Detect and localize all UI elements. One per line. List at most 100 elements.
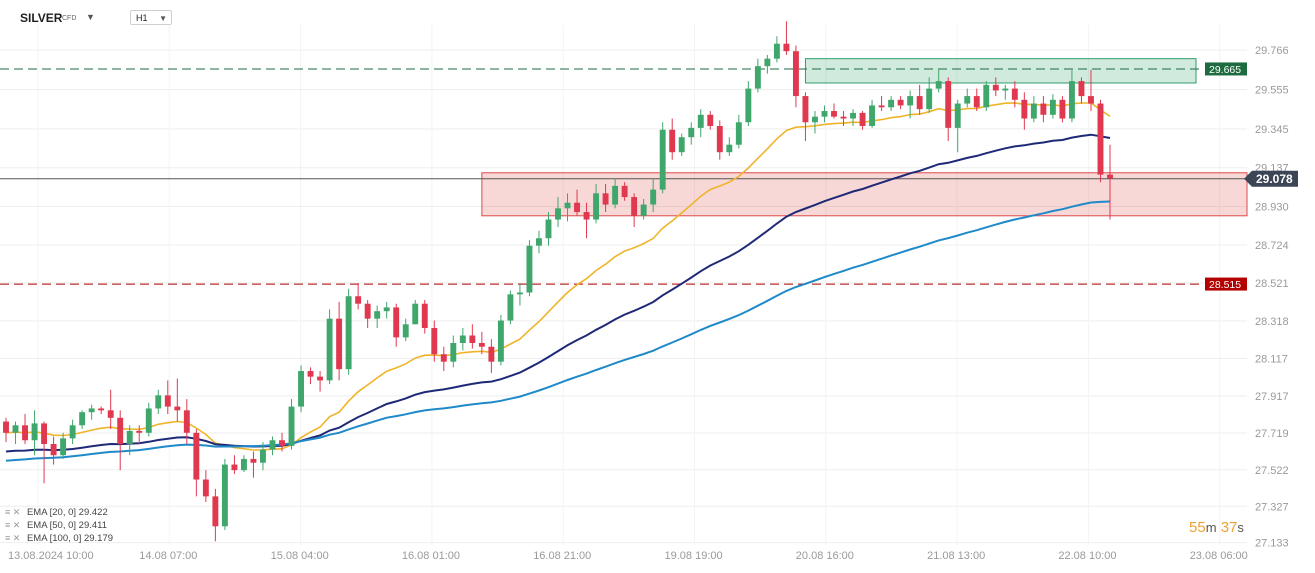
symbol-name[interactable]: SILVER <box>20 11 63 25</box>
candle-body[interactable] <box>383 307 390 312</box>
candle-body[interactable] <box>374 311 381 319</box>
candle-body[interactable] <box>964 96 971 104</box>
candle-body[interactable] <box>1068 81 1075 119</box>
candle-body[interactable] <box>41 423 48 444</box>
timeframe-select[interactable]: H1 ▼ <box>130 10 172 25</box>
candle-body[interactable] <box>1107 174 1113 179</box>
candle-body[interactable] <box>821 111 828 117</box>
candle-body[interactable] <box>269 440 276 450</box>
candle-body[interactable] <box>440 354 447 362</box>
candle-body[interactable] <box>1078 81 1085 97</box>
candle-body[interactable] <box>164 395 171 407</box>
candle-body[interactable] <box>716 126 723 153</box>
candle-body[interactable] <box>202 479 209 497</box>
candle-body[interactable] <box>469 335 476 343</box>
candle-body[interactable] <box>593 193 600 220</box>
candle-body[interactable] <box>279 440 285 446</box>
candle-body[interactable] <box>317 376 324 381</box>
candle-body[interactable] <box>754 66 761 89</box>
candle-body[interactable] <box>526 245 533 293</box>
candle-body[interactable] <box>107 410 114 418</box>
candle-body[interactable] <box>240 458 247 471</box>
candle-body[interactable] <box>298 371 304 407</box>
candle-body[interactable] <box>850 112 856 119</box>
candle-body[interactable] <box>669 129 676 153</box>
candle-body[interactable] <box>745 88 752 123</box>
candle-body[interactable] <box>878 105 885 108</box>
candle-body[interactable] <box>183 410 190 433</box>
candle-body[interactable] <box>488 346 495 362</box>
candle-body[interactable] <box>973 96 980 108</box>
candle-body[interactable] <box>812 116 818 123</box>
candle-body[interactable] <box>697 114 704 128</box>
candle-body[interactable] <box>126 430 133 444</box>
candle-body[interactable] <box>212 496 219 527</box>
candle-body[interactable] <box>640 204 647 216</box>
candle-body[interactable] <box>50 443 57 456</box>
candle-body[interactable] <box>916 96 923 110</box>
candle-body[interactable] <box>221 464 228 527</box>
candle-body[interactable] <box>250 458 257 463</box>
candle-body[interactable] <box>98 408 105 411</box>
candle-body[interactable] <box>450 342 457 362</box>
candle-body[interactable] <box>22 425 28 441</box>
candle-body[interactable] <box>412 303 419 325</box>
candle-body[interactable] <box>1011 88 1018 100</box>
candle-body[interactable] <box>307 371 314 377</box>
candle-body[interactable] <box>516 292 523 295</box>
candle-body[interactable] <box>1059 99 1066 119</box>
candle-body[interactable] <box>3 421 9 433</box>
candle-body[interactable] <box>174 406 181 411</box>
candle-body[interactable] <box>954 103 961 128</box>
candle-body[interactable] <box>945 81 952 128</box>
candle-body[interactable] <box>583 212 590 220</box>
candle-body[interactable] <box>326 318 333 381</box>
candle-body[interactable] <box>79 412 86 426</box>
candle-body[interactable] <box>345 296 352 370</box>
candle-body[interactable] <box>783 43 790 52</box>
candle-body[interactable] <box>88 408 95 413</box>
candle-body[interactable] <box>536 238 542 246</box>
candle-body[interactable] <box>155 395 162 409</box>
candle-body[interactable] <box>764 58 771 67</box>
candle-body[interactable] <box>564 202 571 209</box>
candle-body[interactable] <box>707 114 714 127</box>
candle-body[interactable] <box>1097 103 1104 175</box>
candle-body[interactable] <box>869 105 876 127</box>
menu-close-icon[interactable]: ≡ ✕ <box>5 507 21 517</box>
candle-body[interactable] <box>12 425 19 433</box>
candle-body[interactable] <box>840 116 847 119</box>
candle-body[interactable] <box>431 328 438 355</box>
candle-body[interactable] <box>859 112 866 127</box>
candle-body[interactable] <box>612 185 619 205</box>
candle-body[interactable] <box>402 324 409 338</box>
candle-body[interactable] <box>888 99 895 108</box>
candle-body[interactable] <box>574 202 580 213</box>
candle-body[interactable] <box>1021 99 1028 119</box>
candle-body[interactable] <box>545 219 552 239</box>
candle-body[interactable] <box>117 417 124 444</box>
menu-close-icon[interactable]: ≡ ✕ <box>5 520 21 530</box>
candle-body[interactable] <box>364 303 371 319</box>
candle-body[interactable] <box>992 84 999 91</box>
candle-body[interactable] <box>631 197 638 216</box>
candle-body[interactable] <box>831 111 837 117</box>
candle-body[interactable] <box>288 406 295 446</box>
candle-body[interactable] <box>1002 88 1009 91</box>
candle-body[interactable] <box>145 408 152 433</box>
candle-body[interactable] <box>231 464 238 471</box>
candle-body[interactable] <box>136 430 143 433</box>
candle-body[interactable] <box>935 81 942 89</box>
candle-body[interactable] <box>650 189 657 205</box>
candle-body[interactable] <box>907 96 914 106</box>
candle-body[interactable] <box>193 432 200 480</box>
candle-body[interactable] <box>659 129 666 190</box>
candle-body[interactable] <box>507 294 514 321</box>
candle-body[interactable] <box>555 208 561 220</box>
candle-body[interactable] <box>69 425 76 439</box>
candle-body[interactable] <box>726 144 733 153</box>
candle-body[interactable] <box>1040 103 1047 115</box>
candle-body[interactable] <box>260 449 266 463</box>
candle-body[interactable] <box>459 335 466 343</box>
